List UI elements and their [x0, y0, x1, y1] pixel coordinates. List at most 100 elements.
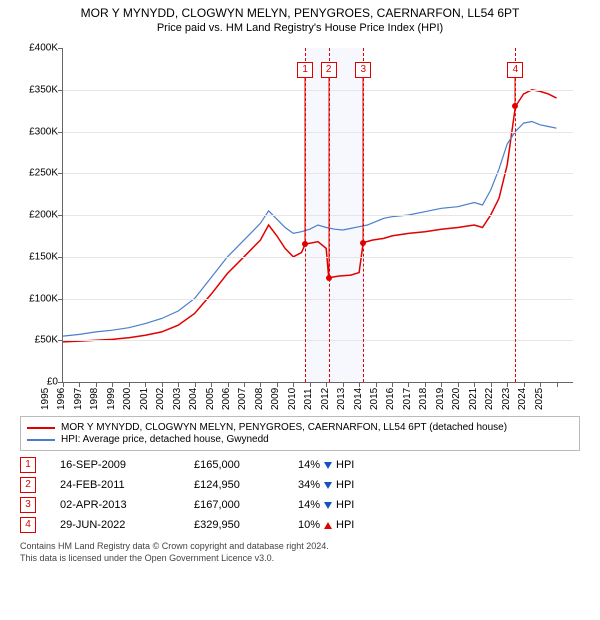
event-pct: 10% HPI [298, 519, 354, 531]
chart-title: MOR Y MYNYDD, CLOGWYN MELYN, PENYGROES, … [10, 6, 590, 20]
event-price: £124,950 [194, 479, 274, 491]
y-tick-label: £300K [20, 126, 58, 137]
x-tick-label: 1995 [40, 388, 51, 410]
x-tick-label: 1999 [106, 388, 117, 410]
y-tick-label: £50K [20, 335, 58, 346]
x-tick-label: 2011 [303, 388, 314, 410]
legend-swatch [27, 439, 55, 441]
footer-line-1: Contains HM Land Registry data © Crown c… [20, 541, 580, 553]
event-point [360, 240, 366, 246]
x-tick-label: 2001 [139, 388, 150, 410]
x-tick-label: 2002 [155, 388, 166, 410]
x-tick-label: 2018 [418, 388, 429, 410]
events-table: 1 16-SEP-2009 £165,000 14% HPI 2 24-FEB-2011 £1… [20, 457, 580, 533]
x-tick-label: 2003 [171, 388, 182, 410]
x-tick-label: 2015 [369, 388, 380, 410]
arrow-up-icon [324, 522, 332, 529]
x-tick-label: 1997 [73, 388, 84, 410]
y-tick-label: £200K [20, 210, 58, 221]
x-tick-label: 2005 [204, 388, 215, 410]
event-point [512, 103, 518, 109]
event-table-row: 4 29-JUN-2022 £329,950 10% HPI [20, 517, 580, 533]
event-drop-line [305, 78, 306, 244]
chart-subtitle: Price paid vs. HM Land Registry's House … [10, 22, 590, 34]
x-tick-label: 2004 [188, 388, 199, 410]
event-price: £329,950 [194, 519, 274, 531]
event-marker-box: 4 [507, 62, 523, 78]
x-tick-label: 2025 [533, 388, 544, 410]
y-tick-label: £0 [20, 377, 58, 388]
legend-row: MOR Y MYNYDD, CLOGWYN MELYN, PENYGROES, … [27, 422, 573, 433]
x-tick-label: 2022 [484, 388, 495, 410]
x-tick-label: 2009 [270, 388, 281, 410]
legend-label: MOR Y MYNYDD, CLOGWYN MELYN, PENYGROES, … [61, 422, 507, 433]
x-tick-label: 2016 [385, 388, 396, 410]
event-date: 16-SEP-2009 [60, 459, 170, 471]
event-drop-line [328, 78, 329, 278]
arrow-down-icon [324, 482, 332, 489]
event-pct-value: 14% [298, 499, 320, 511]
event-pct: 14% HPI [298, 459, 354, 471]
legend-swatch [27, 427, 55, 429]
footer-line-2: This data is licensed under the Open Gov… [20, 553, 580, 565]
x-tick-label: 2000 [122, 388, 133, 410]
event-pct: 14% HPI [298, 499, 354, 511]
x-tick-label: 2013 [336, 388, 347, 410]
event-marker-box: 3 [355, 62, 371, 78]
y-tick-label: £100K [20, 293, 58, 304]
x-tick-label: 2006 [221, 388, 232, 410]
y-tick-label: £150K [20, 251, 58, 262]
event-date: 29-JUN-2022 [60, 519, 170, 531]
arrow-down-icon [324, 502, 332, 509]
legend-label: HPI: Average price, detached house, Gwyn… [61, 434, 269, 445]
y-tick-label: £350K [20, 84, 58, 95]
event-ref: HPI [336, 459, 354, 471]
event-point [302, 241, 308, 247]
x-tick-label: 1996 [56, 388, 67, 410]
event-table-row: 2 24-FEB-2011 £124,950 34% HPI [20, 477, 580, 493]
y-tick-label: £400K [20, 43, 58, 54]
event-table-row: 3 02-APR-2013 £167,000 14% HPI [20, 497, 580, 513]
event-num-box: 1 [20, 457, 36, 473]
x-tick-label: 2024 [517, 388, 528, 410]
event-drop-line [515, 78, 516, 106]
event-price: £165,000 [194, 459, 274, 471]
event-pct-value: 14% [298, 459, 320, 471]
event-pct-value: 10% [298, 519, 320, 531]
x-tick-label: 2021 [468, 388, 479, 410]
x-tick-label: 1998 [89, 388, 100, 410]
x-tick-label: 2019 [435, 388, 446, 410]
event-date: 02-APR-2013 [60, 499, 170, 511]
event-marker-box: 2 [321, 62, 337, 78]
x-tick-label: 2008 [254, 388, 265, 410]
event-marker-box: 1 [297, 62, 313, 78]
x-tick-label: 2010 [287, 388, 298, 410]
arrow-down-icon [324, 462, 332, 469]
x-tick-label: 2023 [501, 388, 512, 410]
event-pct-value: 34% [298, 479, 320, 491]
legend-row: HPI: Average price, detached house, Gwyn… [27, 434, 573, 445]
event-num-box: 2 [20, 477, 36, 493]
y-tick-label: £250K [20, 168, 58, 179]
chart-area: £0 £50K £100K £150K £200K £250K £300K £350K £400… [20, 40, 580, 410]
x-tick-label: 2007 [237, 388, 248, 410]
chart-header: MOR Y MYNYDD, CLOGWYN MELYN, PENYGROES, … [0, 0, 600, 36]
legend-box: MOR Y MYNYDD, CLOGWYN MELYN, PENYGROES, … [20, 416, 580, 451]
event-num-box: 4 [20, 517, 36, 533]
event-drop-line [363, 78, 364, 243]
event-date: 24-FEB-2011 [60, 479, 170, 491]
event-point [326, 275, 332, 281]
event-ref: HPI [336, 499, 354, 511]
footer-text: Contains HM Land Registry data © Crown c… [20, 541, 580, 564]
event-price: £167,000 [194, 499, 274, 511]
plot-region: 12 3 4 [62, 48, 573, 383]
x-tick-label: 2014 [352, 388, 363, 410]
x-tick-label: 2012 [320, 388, 331, 410]
event-ref: HPI [336, 479, 354, 491]
series-line [63, 122, 557, 337]
event-pct: 34% HPI [298, 479, 354, 491]
x-tick-label: 2017 [402, 388, 413, 410]
x-tick-label: 2020 [451, 388, 462, 410]
event-ref: HPI [336, 519, 354, 531]
event-num-box: 3 [20, 497, 36, 513]
